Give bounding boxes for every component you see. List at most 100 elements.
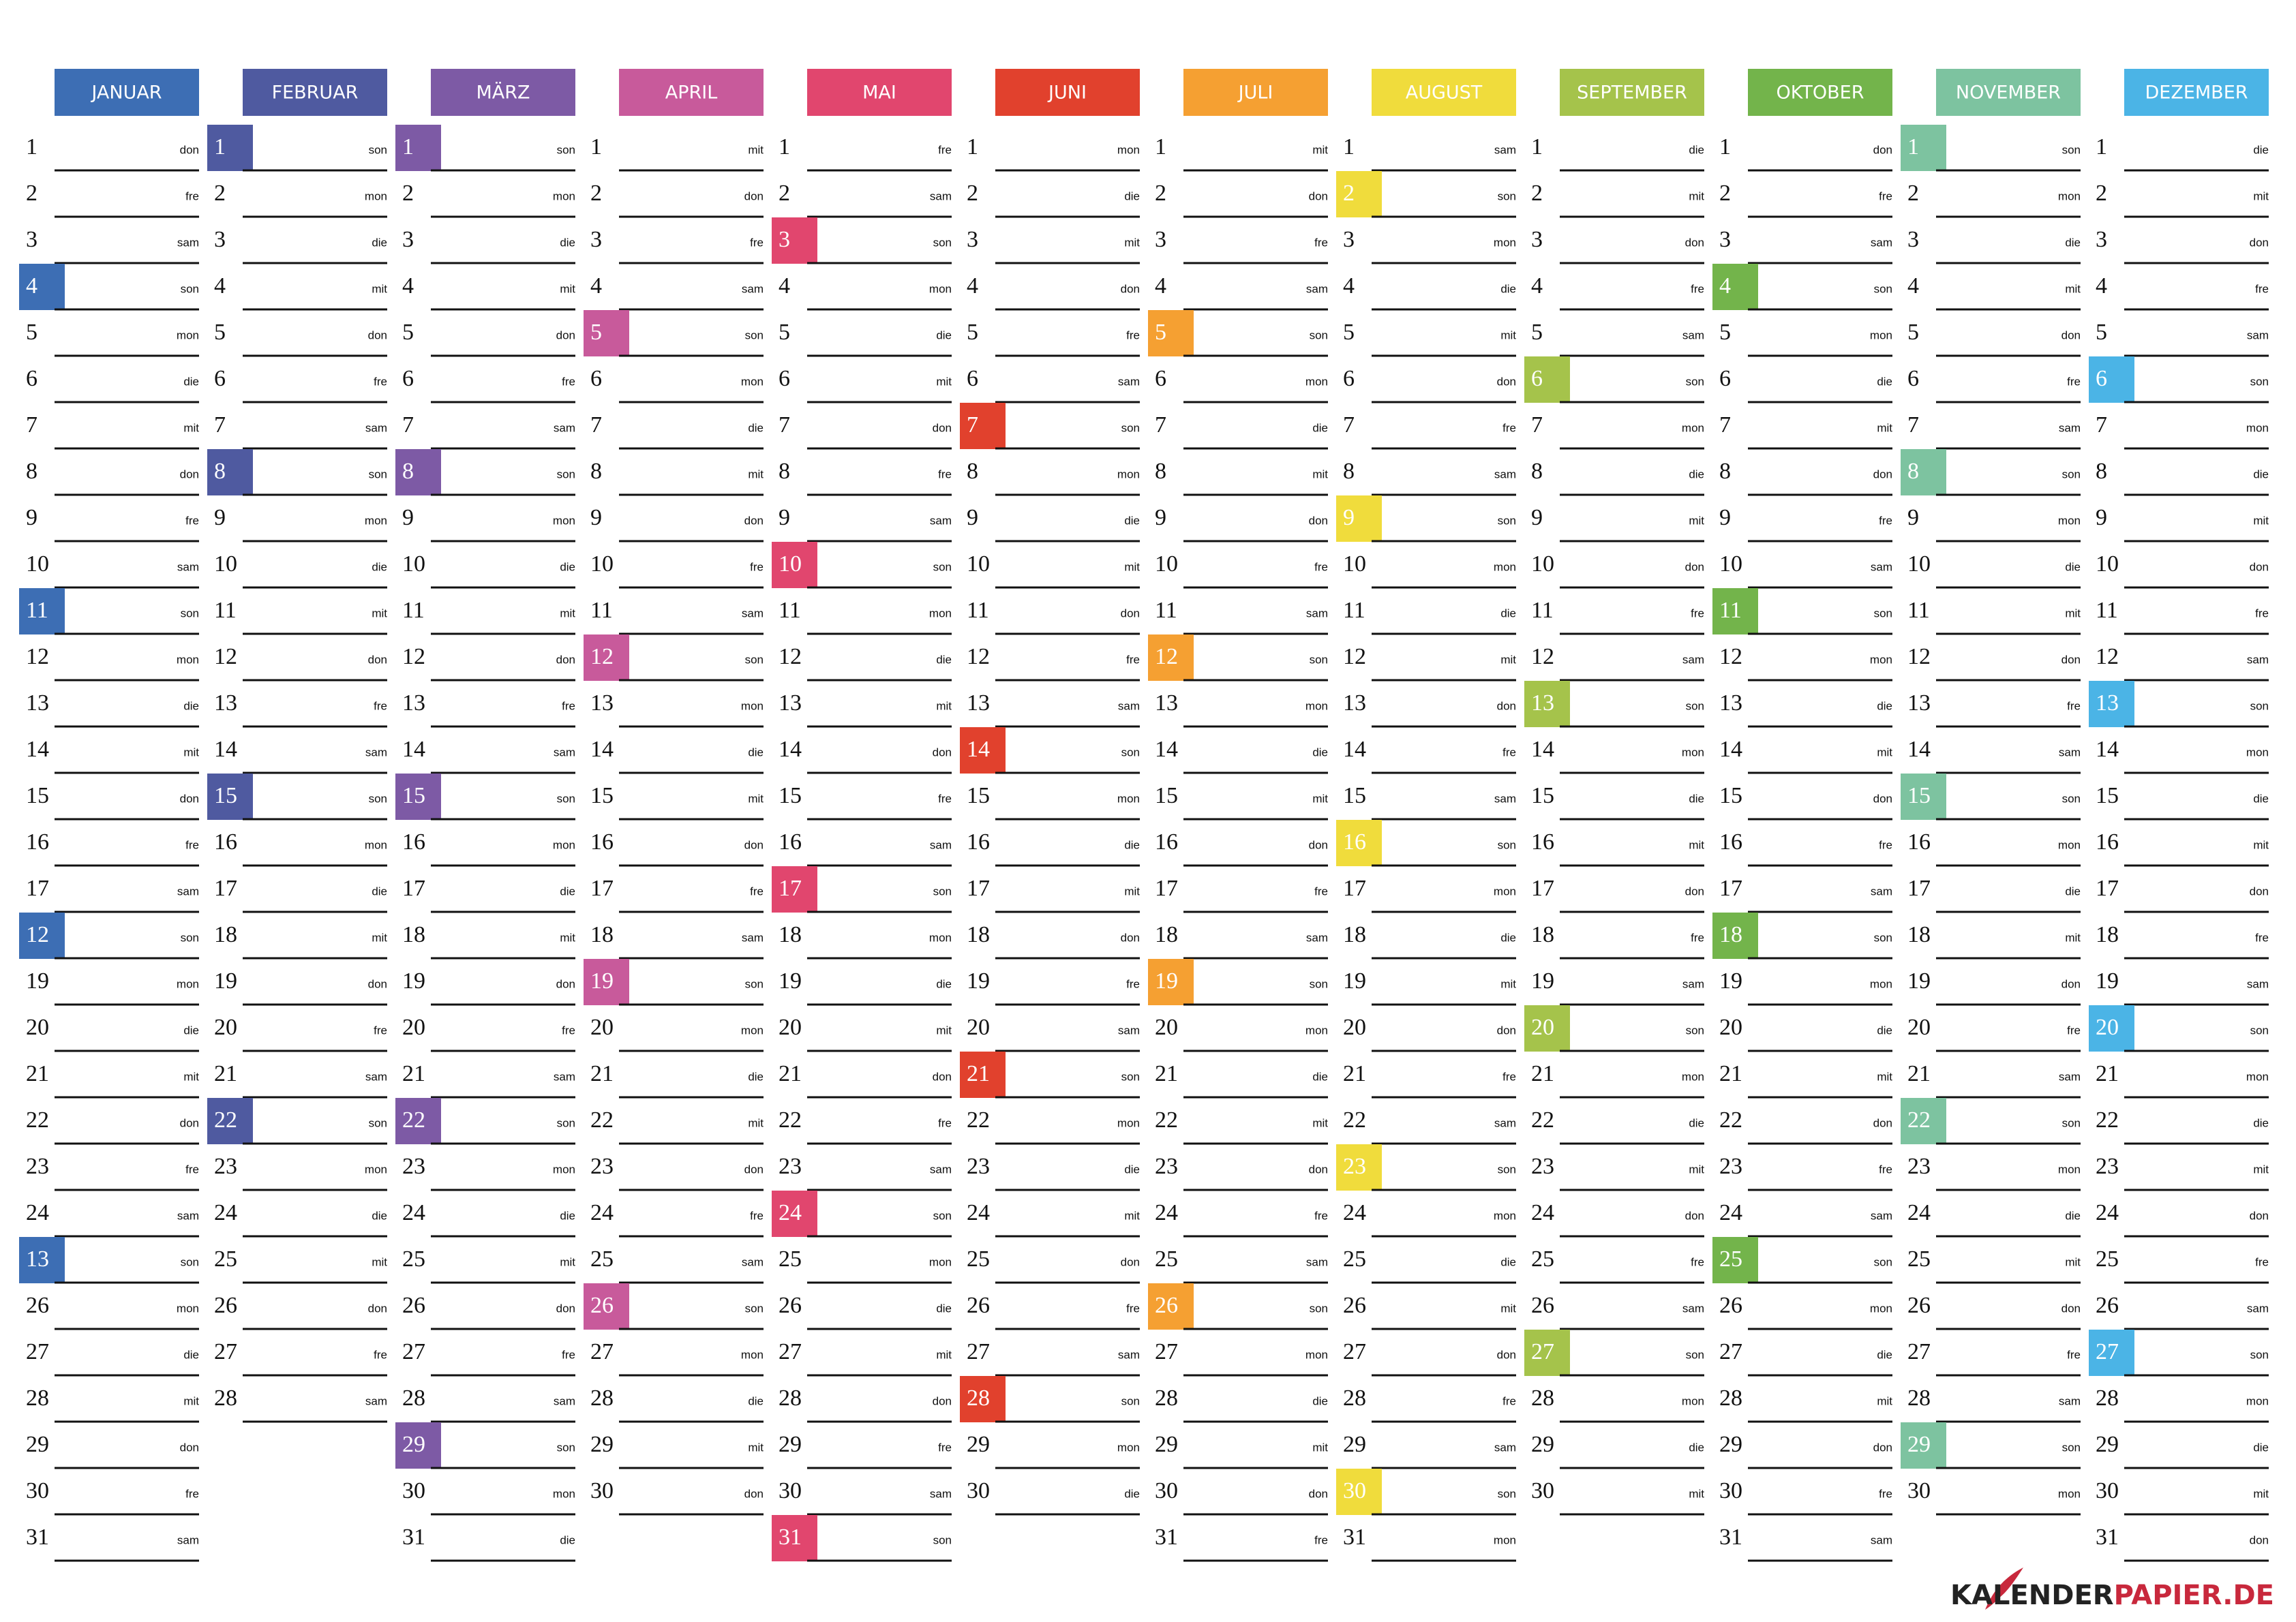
weekday: mon [365,1163,387,1176]
day-number: 14 [2096,737,2119,762]
weekday: don [2250,1209,2269,1222]
day-number: 7 [26,412,37,438]
day-number: 26 [1343,1293,1366,1318]
day-number: 1 [1531,134,1543,159]
weekday: mit [183,421,199,434]
weekday: mon [1494,560,1516,573]
weekday: die [1124,189,1140,202]
day-number: 3 [26,227,37,252]
weekday: fre [1691,282,1704,295]
weekday: son [1121,421,1140,434]
month-name: MÄRZ [476,82,530,104]
weekday: mon [553,838,575,851]
day-number: 13 [402,690,425,716]
day-number: 6 [779,366,790,391]
weekday: don [933,421,952,434]
weekday: mit [1312,1116,1328,1129]
day-number: 12 [2096,644,2119,669]
day-number: 7 [590,412,602,438]
day-number: 17 [779,876,802,901]
day-number: 13 [1155,690,1178,716]
weekday: mit [1689,1487,1704,1500]
day-number: 16 [2096,829,2119,855]
day-number: 22 [402,1107,425,1133]
day-number: 23 [26,1154,49,1179]
day-number: 11 [2096,598,2118,623]
weekday: mon [929,931,952,944]
month-column: OKTOBER 1 don 2 fre 3 sam 4 son 5 mon 6 die 7 mit 8 don 9… [1712,69,1892,1562]
weekday: fre [185,838,199,851]
weekday: don [744,1163,764,1176]
day-number: 23 [1719,1154,1742,1179]
sunday-highlight [1524,356,1570,403]
weekday: mon [1494,236,1516,249]
day-number: 21 [1531,1061,1554,1086]
day-number: 26 [1719,1293,1742,1318]
sunday-highlight [395,1422,441,1469]
sunday-highlight [772,1191,817,1237]
day-number: 28 [1719,1386,1742,1411]
day-number: 13 [1531,690,1554,716]
weekday: mit [936,1348,952,1361]
weekday: die [1312,1070,1328,1083]
day-number: 15 [214,783,237,808]
weekday: mit [1689,1163,1704,1176]
weekday: mit [1500,977,1516,990]
day-number: 3 [1907,227,1919,252]
day-number: 10 [26,551,49,577]
day-number: 10 [2096,551,2119,577]
weekday: die [372,1209,387,1222]
weekday: mit [936,699,952,712]
weekday: mit [1312,468,1328,480]
weekday: sam [554,421,575,434]
day-number: 25 [214,1246,237,1272]
day-number: 17 [214,876,237,901]
weekday: mon [929,607,952,619]
day-number: 15 [779,783,802,808]
day-number: 30 [2096,1478,2119,1503]
weekday: son [2250,1024,2269,1037]
weekday: mit [748,143,764,156]
day-number: 4 [1531,273,1543,299]
day-number: 21 [1343,1061,1366,1086]
weekday: fre [1879,514,1892,527]
weekday: don [1873,1116,1892,1129]
weekday: die [1124,1487,1140,1500]
day-number: 5 [1531,320,1543,345]
weekday: don [1685,885,1704,898]
weekday: sam [742,607,764,619]
weekday: mon [177,1302,199,1315]
day-number: 7 [1719,412,1731,438]
day-number: 14 [214,737,237,762]
day-number: 7 [402,412,414,438]
weekday: son [2250,699,2269,712]
day-number: 2 [967,181,978,206]
day-number: 11 [26,598,48,623]
day-number: 5 [1719,320,1731,345]
day-number: 8 [1155,459,1166,484]
month-column: MAI 1 fre 2 sam 3 son 4 mon 5 die 6 mit 7 don 8 fre 9 sam 1… [772,69,952,1562]
day-number: 29 [1343,1432,1366,1457]
weekday: mit [936,1024,952,1037]
weekday: son [1874,1255,1892,1268]
day-number: 15 [1155,783,1178,808]
weekday: mit [2253,514,2269,527]
day-number: 23 [967,1154,990,1179]
day-number: 5 [2096,320,2107,345]
day-number: 23 [214,1154,237,1179]
weekday: don [368,977,387,990]
day-number: 29 [1155,1432,1178,1457]
day-number: 28 [779,1386,802,1411]
day-number: 24 [967,1200,990,1225]
day-number: 17 [2096,876,2119,901]
month-column: SEPTEMBER 1 die 2 mit 3 don 4 fre 5 sam 6 son 7 mon 8 di… [1524,69,1704,1516]
day-number: 1 [2096,134,2107,159]
day-number: 7 [1907,412,1919,438]
weekday: die [183,375,199,388]
day-number: 17 [1907,876,1931,901]
day-number: 24 [1719,1200,1742,1225]
day-number: 9 [214,505,226,530]
weekday: mon [177,977,199,990]
day-number: 1 [26,134,37,159]
weekday: don [2250,560,2269,573]
